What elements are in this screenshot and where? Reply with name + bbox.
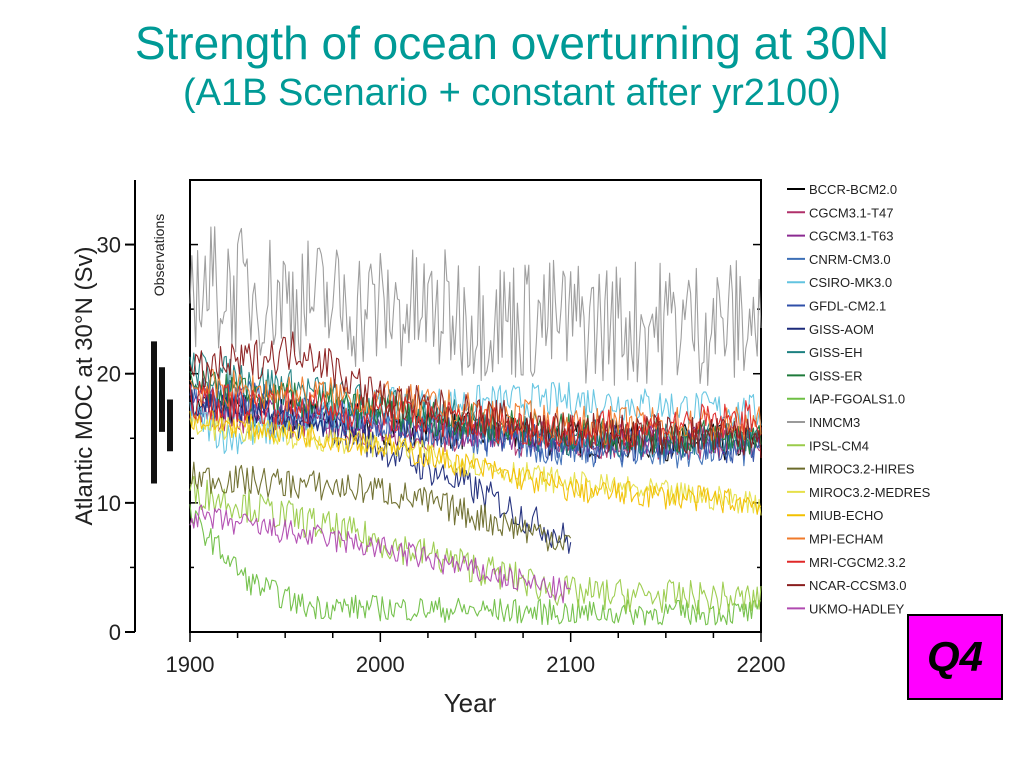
legend-label-12: MIROC3.2-HIRES xyxy=(809,462,915,477)
x-tick-label-2000: 2000 xyxy=(356,652,405,677)
legend-label-2: CGCM3.1-T63 xyxy=(809,229,894,244)
legend-label-10: INMCM3 xyxy=(809,415,860,430)
legend-label-3: CNRM-CM3.0 xyxy=(809,252,891,267)
slide-title: Strength of ocean overturning at 30N (A1… xyxy=(0,16,1024,117)
x-tick-label-2200: 2200 xyxy=(737,652,786,677)
legend-label-4: CSIRO-MK3.0 xyxy=(809,275,892,290)
series-line-14 xyxy=(189,410,762,515)
series-line-11 xyxy=(189,475,762,615)
series-line-16 xyxy=(189,380,762,450)
legend-label-18: UKMO-HADLEY xyxy=(809,601,905,616)
moc-line-chart: 0 10 20 30 1900 2000 2100 2200 Year Atlantic MOC … xyxy=(71,179,931,718)
legend-label-7: GISS-EH xyxy=(809,345,862,360)
observations-label: Observations xyxy=(151,214,167,296)
series-line-4 xyxy=(189,381,762,455)
series-line-13 xyxy=(189,413,762,516)
x-tick-label-2100: 2100 xyxy=(546,652,595,677)
series-line-15 xyxy=(189,368,762,446)
y-tick-label-0: 0 xyxy=(109,620,121,645)
y-tick-label-10: 10 xyxy=(97,491,121,516)
y-axis-title: Atlantic MOC at 30°N (Sv) xyxy=(71,247,98,526)
x-axis-title: Year xyxy=(444,688,497,718)
legend-label-15: MPI-ECHAM xyxy=(809,532,883,547)
legend-label-16: MRI-CGCM2.3.2 xyxy=(809,555,906,570)
legend-label-0: BCCR-BCM2.0 xyxy=(809,182,897,197)
y-tick-label-30: 30 xyxy=(97,233,121,258)
series-line-17 xyxy=(189,331,762,459)
series-line-12 xyxy=(189,461,572,552)
series-line-6 xyxy=(189,390,572,554)
legend-label-8: GISS-ER xyxy=(809,368,862,383)
legend-label-1: CGCM3.1-T47 xyxy=(809,205,894,220)
series-line-9 xyxy=(189,504,762,626)
legend-label-6: GISS-AOM xyxy=(809,322,874,337)
title-line-1: Strength of ocean overturning at 30N xyxy=(134,17,890,69)
legend-label-17: NCAR-CCSM3.0 xyxy=(809,578,907,593)
series-line-18 xyxy=(189,504,571,604)
legend-label-13: MIROC3.2-MEDRES xyxy=(809,485,931,500)
legend-label-11: IPSL-CM4 xyxy=(809,438,869,453)
title-line-2: (A1B Scenario + constant after yr2100) xyxy=(183,72,841,115)
legend-label-5: GFDL-CM2.1 xyxy=(809,299,886,314)
legend-label-14: MIUB-ECHO xyxy=(809,508,883,523)
q4-badge: Q4 xyxy=(907,614,1003,700)
legend-label-9: IAP-FGOALS1.0 xyxy=(809,392,905,407)
y-tick-label-20: 20 xyxy=(97,362,121,387)
series-line-10 xyxy=(189,226,762,386)
x-tick-label-1900: 1900 xyxy=(166,652,215,677)
